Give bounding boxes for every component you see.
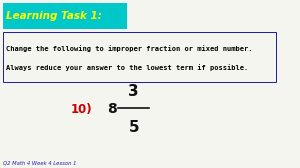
FancyBboxPatch shape [3,3,127,29]
Text: 5: 5 [128,120,139,135]
Text: Learning Task 1:: Learning Task 1: [6,11,101,21]
Text: 8: 8 [107,102,117,116]
FancyBboxPatch shape [3,32,276,82]
Text: 3: 3 [128,84,139,99]
Text: 10): 10) [70,103,92,116]
Text: Always reduce your answer to the lowest term if possible.: Always reduce your answer to the lowest … [6,64,248,71]
Text: Change the following to improper fraction or mixed number.: Change the following to improper fractio… [6,45,252,52]
Text: Q2 Math 4 Week 4 Lesson 1: Q2 Math 4 Week 4 Lesson 1 [3,160,76,165]
